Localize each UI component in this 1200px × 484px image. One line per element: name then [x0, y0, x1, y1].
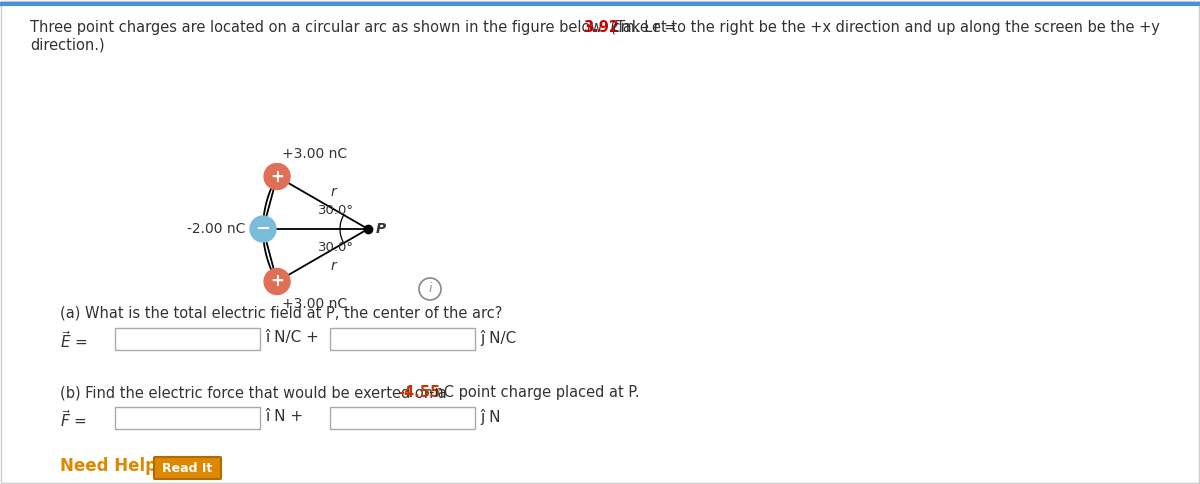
Text: +: + — [270, 167, 284, 185]
Text: $\vec{E}$ =: $\vec{E}$ = — [60, 330, 88, 351]
Text: Read It: Read It — [162, 462, 212, 474]
Text: P: P — [376, 222, 386, 236]
Bar — [115, 328, 260, 350]
Text: 3.92: 3.92 — [583, 20, 619, 35]
Circle shape — [264, 164, 290, 190]
Text: 30.0°: 30.0° — [318, 204, 354, 217]
Text: direction.): direction.) — [30, 37, 104, 52]
Text: î N/C +: î N/C + — [265, 330, 319, 345]
Text: î N +: î N + — [265, 409, 304, 424]
Text: ĵ N: ĵ N — [480, 409, 500, 425]
Text: -nC point charge placed at P.: -nC point charge placed at P. — [430, 385, 640, 400]
Bar — [330, 407, 475, 429]
Text: -2.00 nC: -2.00 nC — [187, 222, 245, 236]
Text: ĵ N/C: ĵ N/C — [480, 330, 516, 346]
Text: +3.00 nC: +3.00 nC — [282, 147, 347, 161]
Circle shape — [264, 269, 290, 294]
Circle shape — [250, 216, 276, 242]
Text: -4.55: -4.55 — [398, 385, 440, 400]
Bar — [330, 328, 475, 350]
Text: Three point charges are located on a circular arc as shown in the figure below. : Three point charges are located on a cir… — [30, 20, 682, 35]
Text: +3.00 nC: +3.00 nC — [282, 298, 347, 312]
Text: 30.0°: 30.0° — [318, 241, 354, 254]
Bar — [115, 407, 260, 429]
Text: r: r — [330, 259, 336, 273]
Text: (b) Find the electric force that would be exerted on a: (b) Find the electric force that would b… — [60, 385, 451, 400]
Text: Need Help?: Need Help? — [60, 457, 167, 475]
Text: $\vec{F}$ =: $\vec{F}$ = — [60, 409, 86, 430]
Text: r: r — [330, 185, 336, 199]
FancyBboxPatch shape — [154, 457, 221, 479]
Circle shape — [419, 278, 442, 300]
Text: i: i — [428, 283, 432, 296]
Text: cm. Let to the right be the +x direction and up along the screen be the +y: cm. Let to the right be the +x direction… — [608, 20, 1160, 35]
Text: (a) What is the total electric field at P, the center of the arc?: (a) What is the total electric field at … — [60, 306, 503, 321]
Text: −: − — [256, 220, 270, 238]
Text: +: + — [270, 272, 284, 290]
